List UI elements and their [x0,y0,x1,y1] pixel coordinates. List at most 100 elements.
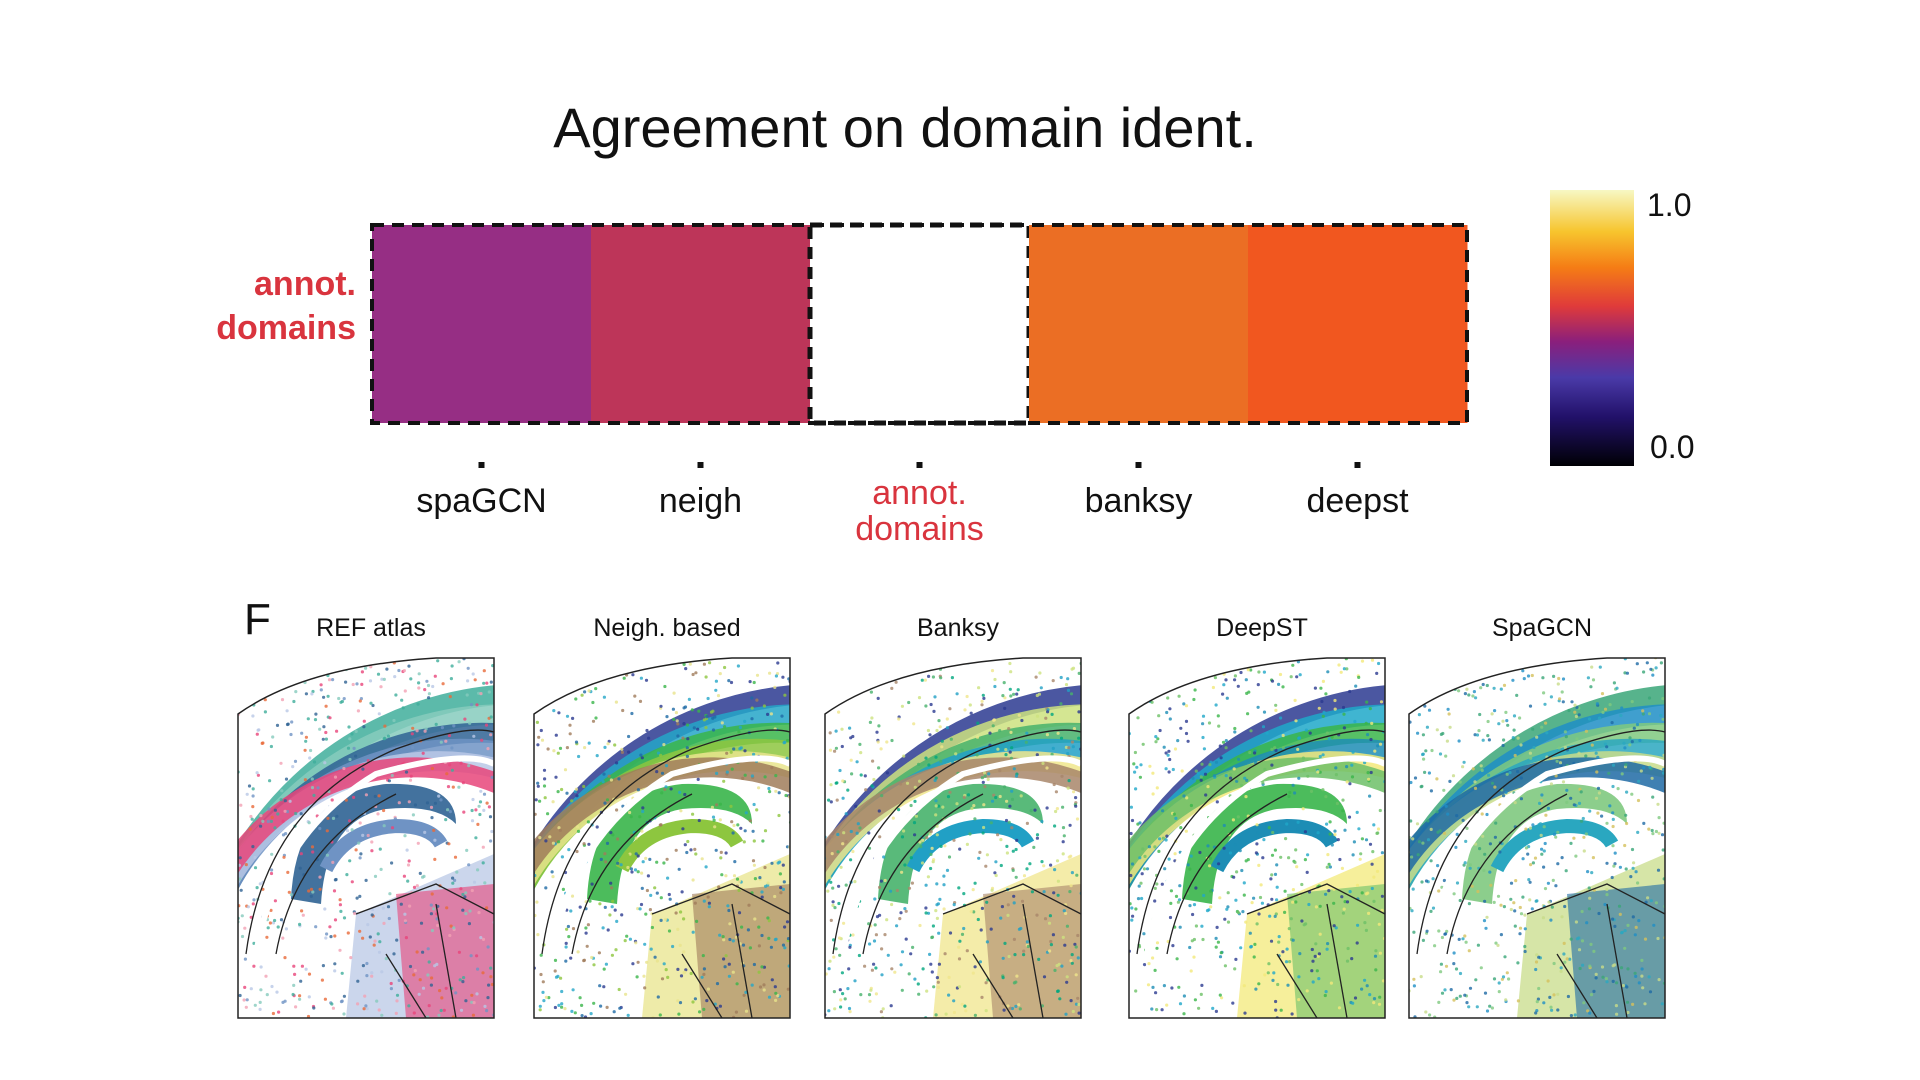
spot [342,994,346,998]
spot [773,685,777,689]
spot [1487,738,1491,742]
spot [1257,912,1261,916]
spot [1045,766,1049,770]
spot [1155,882,1159,886]
spot [448,763,452,767]
spot [445,906,449,910]
spot [1437,683,1441,688]
spot [335,814,339,818]
spot [469,954,473,958]
spot [344,680,348,684]
spot [1055,859,1060,863]
spot [718,933,722,937]
spot [872,939,877,943]
spot [830,834,834,838]
spot [1000,905,1004,909]
spot [346,829,350,833]
spot [1330,843,1334,847]
spot [567,848,571,852]
spot [358,894,362,898]
spot [433,857,437,861]
spot [1145,867,1150,871]
spot [710,805,714,809]
spot [464,999,468,1003]
spot [1054,809,1058,814]
spot [1443,667,1447,672]
heatmap-frame [370,223,1469,425]
spot [858,742,862,746]
spot [1158,837,1162,841]
spot [1076,956,1080,960]
panel-title-spagcn: SpaGCN [1491,614,1593,642]
spot [615,761,619,765]
spot [266,819,270,824]
spot [1163,867,1167,871]
spot [667,892,671,897]
spot [1212,774,1216,778]
spot [1359,852,1363,856]
spot [1618,865,1622,869]
spot [1073,942,1077,946]
spot [731,831,735,835]
spot [874,933,878,937]
spot [870,716,874,720]
spot [1274,703,1278,707]
spot [682,662,686,666]
spot [1537,986,1541,991]
spot [326,816,330,820]
spot [471,672,475,676]
spot [918,779,922,783]
spot [1435,672,1439,676]
spot [770,766,774,770]
spot [893,970,897,974]
spot [924,906,928,910]
spot [1012,692,1016,696]
spot [1356,923,1360,927]
spot [1310,947,1314,952]
spot [835,781,839,785]
spot [842,658,846,661]
spot [243,926,247,930]
spot [684,667,688,671]
spot [1019,794,1023,798]
spot [665,857,669,861]
spot [381,906,385,910]
spot [1637,779,1641,783]
spot [1448,725,1452,729]
spot [440,996,444,1000]
spot [253,855,257,860]
spot [712,818,716,822]
spot [457,950,461,954]
spot [828,876,832,880]
spot [711,728,716,732]
spot [288,674,292,678]
spot [640,829,644,833]
panel-letter: F [244,595,271,644]
spot [259,814,263,818]
spot [1014,875,1018,879]
spot [937,804,941,808]
spot [1195,779,1199,783]
spot [1540,725,1544,729]
spot [1051,933,1055,937]
spot [568,723,572,727]
spot [309,894,313,898]
spot [1483,899,1487,903]
spot [1468,986,1473,990]
spot [548,695,552,700]
spot [1348,782,1352,786]
spot [273,808,277,812]
spot [1661,717,1665,721]
spot [416,841,420,845]
spot [827,798,831,802]
spot [1619,966,1624,970]
spot [470,888,474,893]
spot [1277,940,1281,944]
spot [482,669,486,673]
spot [1237,757,1241,761]
spot [373,939,377,943]
spot [275,990,279,994]
spot [1538,801,1542,805]
spot [722,957,726,961]
spot [1010,746,1014,750]
